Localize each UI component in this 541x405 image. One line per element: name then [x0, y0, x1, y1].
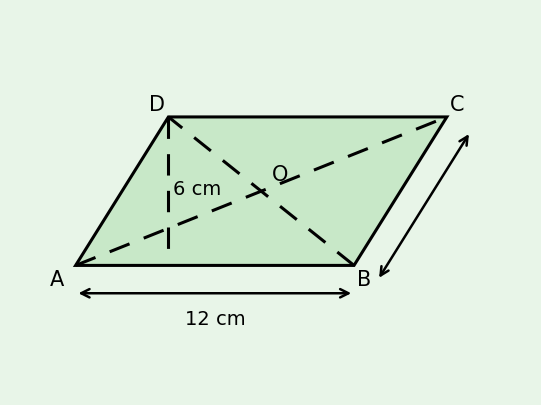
- Text: 6 cm: 6 cm: [173, 179, 222, 198]
- Text: C: C: [450, 95, 465, 115]
- Text: A: A: [50, 269, 64, 289]
- Text: B: B: [358, 269, 372, 289]
- Polygon shape: [76, 117, 447, 266]
- Text: D: D: [149, 95, 165, 115]
- Text: O: O: [272, 164, 289, 184]
- Text: 12 cm: 12 cm: [184, 309, 245, 328]
